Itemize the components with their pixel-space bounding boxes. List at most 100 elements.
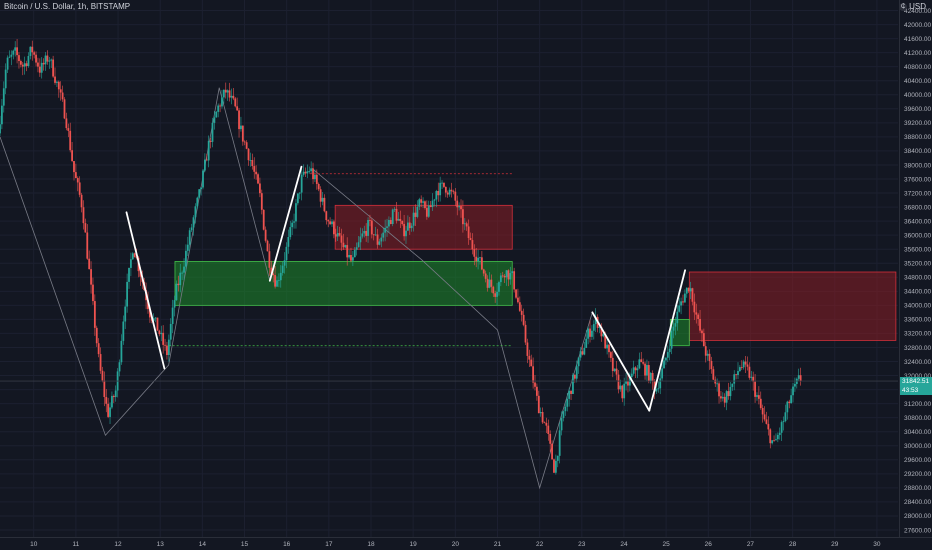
price-tick-label: 38000.00 [904, 162, 931, 169]
price-tick-label: 41200.00 [904, 50, 931, 57]
candle-body [90, 269, 92, 285]
candle-body [740, 367, 743, 368]
candle-body [591, 330, 593, 337]
time-axis[interactable]: 10 11 12 13 14 15 16 17 18 19 20 21 22 23 24 25 26 27 28 29… [30, 541, 881, 548]
candle-body [315, 174, 318, 184]
candle-body [365, 230, 368, 236]
time-tick-label: 27 [747, 541, 755, 548]
candle-body [202, 170, 204, 188]
candle-body [602, 333, 605, 337]
price-tick-label: 34400.00 [904, 289, 931, 296]
candle-body [376, 234, 379, 245]
time-tick-label: 23 [578, 541, 586, 548]
candle-body [570, 390, 572, 394]
candle-body [209, 140, 212, 142]
time-tick-label: 10 [30, 541, 38, 548]
candle-body [289, 227, 292, 238]
candle-body [37, 62, 39, 67]
candle-body [224, 89, 227, 93]
candle-body [462, 209, 464, 225]
candle-body [207, 140, 210, 161]
candle-body [517, 297, 519, 303]
candle-body [420, 199, 423, 203]
candle-body [414, 212, 417, 217]
symbol-title[interactable]: Bitcoin / U.S. Dollar, 1h, BITSTAMP [4, 2, 131, 11]
candle-body [748, 366, 751, 378]
candle-body [23, 63, 26, 67]
price-tick-label: 32800.00 [904, 345, 931, 352]
candle-body [786, 401, 789, 413]
candle-body [778, 432, 781, 435]
candle-body [10, 54, 13, 57]
price-tick-label: 39200.00 [904, 120, 931, 127]
candle-body [274, 275, 276, 287]
candle-body [31, 46, 34, 53]
candle-body [293, 221, 295, 223]
candle-body [627, 380, 629, 386]
candle-body [666, 352, 669, 358]
candle-body [27, 56, 30, 66]
candle-body [169, 323, 172, 340]
candle-body [543, 422, 546, 424]
swing-line [268, 165, 303, 282]
candle-body [526, 342, 529, 356]
candle-body [615, 368, 618, 375]
candle-body [776, 434, 779, 440]
candle-body [264, 229, 267, 241]
candle-body [744, 361, 747, 365]
candle-body [4, 69, 7, 89]
candle-body [528, 355, 531, 360]
candle-body [338, 233, 341, 236]
candle-body [186, 244, 189, 251]
time-tick-label: 26 [705, 541, 713, 548]
levels-layer [0, 173, 898, 382]
candle-body [507, 270, 510, 280]
candle-body [509, 273, 512, 280]
candle-body [300, 174, 303, 193]
price-tick-label: 34000.00 [904, 303, 931, 310]
candle-body [251, 160, 254, 167]
candle-body [351, 257, 354, 261]
candle-body [401, 220, 404, 225]
candle-body [589, 328, 591, 337]
candle-body [399, 218, 402, 221]
candle-body [230, 95, 233, 98]
time-tick-label: 17 [325, 541, 333, 548]
candle-body [484, 273, 487, 279]
price-tick-label: 42000.00 [904, 22, 931, 29]
candle-body [369, 220, 371, 221]
candle-body [465, 223, 468, 227]
candle-body [103, 380, 106, 398]
currency-selector[interactable]: ₵ USD [899, 2, 926, 11]
price-tick-label: 32400.00 [904, 359, 931, 366]
candle-body [287, 237, 290, 247]
candle-body [636, 368, 639, 371]
candle-body [403, 224, 405, 237]
candle-body [735, 374, 738, 376]
candle-body [739, 367, 741, 372]
candle-body [133, 253, 136, 258]
candle-body [86, 232, 89, 259]
candle-body [65, 118, 68, 129]
candle-body [644, 363, 646, 376]
candle-body [8, 56, 11, 58]
candle-body [549, 433, 552, 444]
price-tick-label: 29600.00 [904, 457, 931, 464]
price-tick-label: 40800.00 [904, 64, 931, 71]
price-axis[interactable]: 42400.00 42000.00 41600.00 41200.00 40800.00… [900, 0, 932, 537]
candle-body [105, 397, 108, 404]
candle-body [283, 260, 286, 266]
bar-countdown-tag: 43:53 [900, 385, 932, 395]
candle-body [323, 197, 326, 212]
candle-body [458, 206, 461, 208]
candle-body [44, 55, 47, 65]
candle-body [236, 106, 239, 111]
candle-body [249, 160, 252, 161]
candle-body [742, 361, 745, 368]
candle-body [725, 391, 728, 403]
candle-body [82, 207, 85, 224]
time-tick-label: 11 [73, 541, 80, 548]
candle-body [437, 191, 440, 196]
candle-body [52, 59, 55, 77]
